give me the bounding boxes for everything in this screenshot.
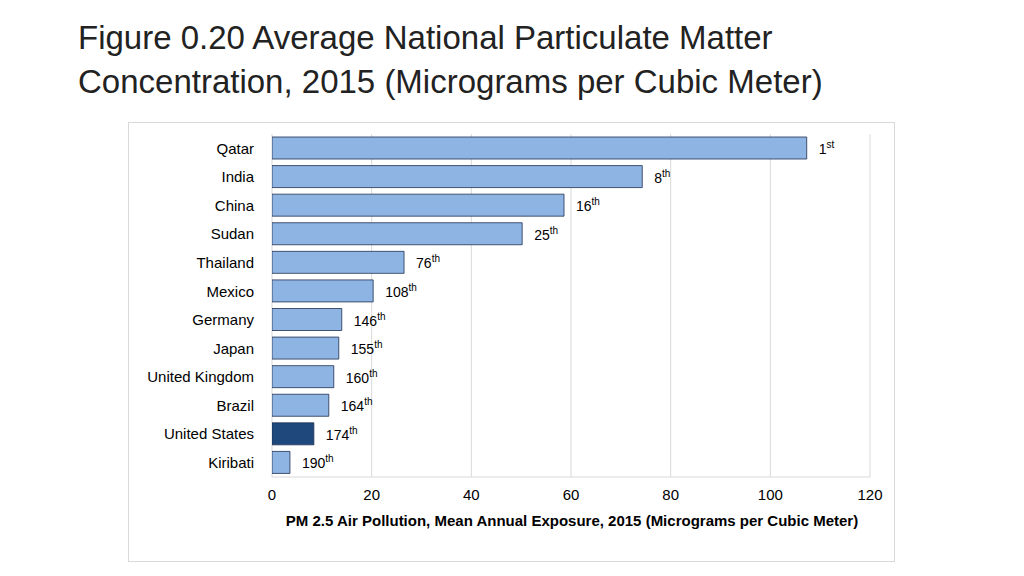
svg-text:Qatar: Qatar xyxy=(216,140,254,157)
svg-text:1st: 1st xyxy=(819,139,835,157)
svg-text:Germany: Germany xyxy=(192,311,254,328)
svg-text:60: 60 xyxy=(563,486,580,503)
svg-text:India: India xyxy=(221,168,254,185)
svg-text:164th: 164th xyxy=(341,396,373,414)
svg-text:Brazil: Brazil xyxy=(216,397,254,414)
svg-text:United Kingdom: United Kingdom xyxy=(147,368,254,385)
svg-text:120: 120 xyxy=(857,486,882,503)
svg-text:174th: 174th xyxy=(326,425,358,443)
html-text:Figure 0.20 Average National P: Figure 0.20 Average National Particulate… xyxy=(78,19,823,100)
svg-text:United States: United States xyxy=(164,425,254,442)
svg-text:China: China xyxy=(215,197,255,214)
svg-text:190th: 190th xyxy=(302,453,334,471)
svg-text:Japan: Japan xyxy=(213,340,254,357)
svg-text:8th: 8th xyxy=(654,168,670,186)
svg-text:155th: 155th xyxy=(351,339,383,357)
svg-text:20: 20 xyxy=(363,486,380,503)
html-text:PM 2.5 Air Pollution, Mean Ann: PM 2.5 Air Pollution, Mean Annual Exposu… xyxy=(285,512,859,529)
svg-text:146th: 146th xyxy=(354,311,386,329)
svg-text:40: 40 xyxy=(463,486,480,503)
svg-text:100: 100 xyxy=(758,486,783,503)
svg-text:0: 0 xyxy=(268,486,276,503)
svg-text:Thailand: Thailand xyxy=(196,254,254,271)
svg-text:76th: 76th xyxy=(416,253,440,271)
svg-text:Mexico: Mexico xyxy=(206,283,254,300)
svg-text:108th: 108th xyxy=(385,282,417,300)
svg-text:25th: 25th xyxy=(534,225,558,243)
svg-text:80: 80 xyxy=(662,486,679,503)
svg-text:Kiribati: Kiribati xyxy=(208,454,254,471)
svg-text:16th: 16th xyxy=(576,196,600,214)
svg-text:160th: 160th xyxy=(346,368,378,386)
svg-text:Sudan: Sudan xyxy=(211,225,254,242)
